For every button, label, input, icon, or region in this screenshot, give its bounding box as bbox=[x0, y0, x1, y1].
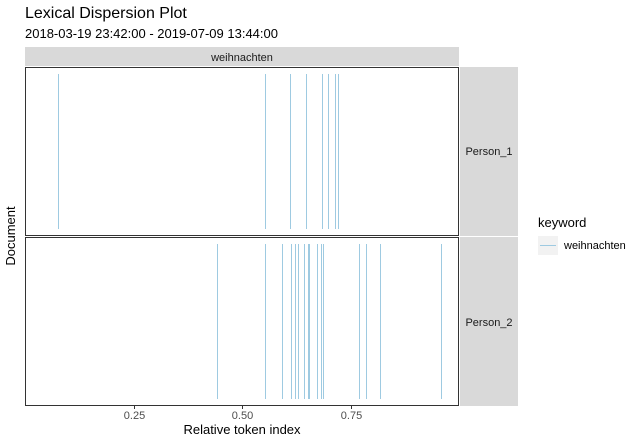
x-tick-label-3: 0.75 bbox=[341, 410, 362, 422]
x-tick-label-1: 0.25 bbox=[124, 410, 145, 422]
y-axis-title: Document bbox=[3, 206, 18, 266]
column-strip bbox=[25, 47, 459, 66]
panel-person-1 bbox=[25, 67, 459, 236]
marks-person-1 bbox=[58, 74, 339, 229]
legend-title: keyword bbox=[538, 215, 586, 230]
legend-label: weihnachten bbox=[563, 240, 626, 252]
x-axis: 0.25 0.50 0.75 bbox=[124, 406, 362, 422]
panel-person-2 bbox=[25, 237, 459, 406]
column-strip-label: weihnachten bbox=[210, 52, 273, 64]
row-strip-label-person-2: Person_2 bbox=[465, 317, 512, 329]
row-strip-person-1 bbox=[460, 67, 518, 236]
chart-subtitle: 2018-03-19 23:42:00 - 2019-07-09 13:44:0… bbox=[25, 26, 278, 41]
x-axis-title: Relative token index bbox=[183, 422, 301, 437]
row-strip-label-person-1: Person_1 bbox=[465, 146, 512, 158]
x-tick-label-2: 0.50 bbox=[232, 410, 253, 422]
row-strip-person-2 bbox=[460, 237, 518, 406]
chart-title: Lexical Dispersion Plot bbox=[25, 5, 187, 22]
marks-person-2 bbox=[217, 244, 442, 399]
